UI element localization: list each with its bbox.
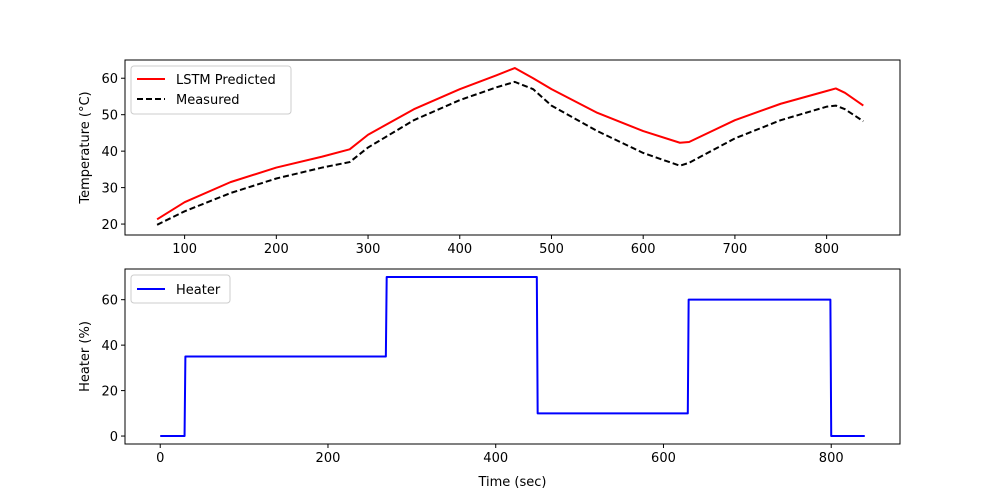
y-tick-label: 40 bbox=[101, 339, 118, 354]
temperature-legend: LSTM Predicted Measured bbox=[130, 65, 292, 115]
heater-x-ticks: 0 200 400 600 800 bbox=[156, 444, 844, 466]
x-tick-label: 400 bbox=[483, 451, 508, 466]
x-tick-label: 300 bbox=[356, 242, 381, 257]
y-tick-label: 40 bbox=[101, 145, 118, 160]
heater-legend-box bbox=[130, 274, 231, 304]
y-tick-label: 20 bbox=[101, 385, 118, 400]
x-tick-label: 800 bbox=[814, 242, 839, 257]
heater-legend: Heater bbox=[130, 274, 231, 304]
heater-x-axis-label: Time (sec) bbox=[477, 475, 546, 490]
legend-label-heater: Heater bbox=[176, 283, 221, 298]
temperature-plot-frame bbox=[124, 59, 901, 236]
legend-label-lstm-predicted: LSTM Predicted bbox=[176, 73, 276, 88]
series-line-heater bbox=[160, 275, 865, 438]
x-tick-label: 700 bbox=[722, 242, 747, 257]
x-tick-label: 600 bbox=[631, 242, 656, 257]
temperature-y-axis-label: Temperature (°C) bbox=[78, 91, 93, 204]
temperature-x-ticks: 100 200 300 400 500 600 700 800 bbox=[172, 235, 839, 257]
heater-plot: 0 200 400 600 800 0 20 40 60 Heater (%) Time (s… bbox=[78, 268, 901, 490]
heater-plot-frame bbox=[124, 268, 901, 445]
x-tick-label: 800 bbox=[819, 451, 844, 466]
x-tick-label: 200 bbox=[264, 242, 289, 257]
series-line-measured bbox=[156, 80, 864, 226]
y-tick-label: 30 bbox=[101, 182, 118, 197]
heater-lines bbox=[160, 275, 865, 438]
x-tick-label: 100 bbox=[172, 242, 197, 257]
x-tick-label: 400 bbox=[447, 242, 472, 257]
y-tick-label: 60 bbox=[101, 72, 118, 87]
x-tick-label: 500 bbox=[539, 242, 564, 257]
temperature-lines bbox=[156, 67, 864, 226]
temperature-plot: 100 200 300 400 500 600 700 800 20 30 40 50 60 Temp… bbox=[78, 59, 901, 257]
temperature-legend-box bbox=[130, 65, 292, 115]
x-tick-label: 600 bbox=[651, 451, 676, 466]
y-tick-label: 60 bbox=[101, 294, 118, 309]
x-tick-label: 0 bbox=[156, 451, 164, 466]
temperature-y-ticks: 20 30 40 50 60 bbox=[101, 72, 125, 233]
heater-y-ticks: 0 20 40 60 bbox=[101, 294, 125, 445]
x-tick-label: 200 bbox=[316, 451, 341, 466]
y-tick-label: 0 bbox=[110, 430, 118, 445]
legend-label-measured: Measured bbox=[176, 93, 240, 108]
series-line-lstm-predicted bbox=[156, 67, 864, 221]
heater-y-axis-label: Heater (%) bbox=[78, 321, 93, 392]
y-tick-label: 20 bbox=[101, 218, 118, 233]
y-tick-label: 50 bbox=[101, 109, 118, 124]
